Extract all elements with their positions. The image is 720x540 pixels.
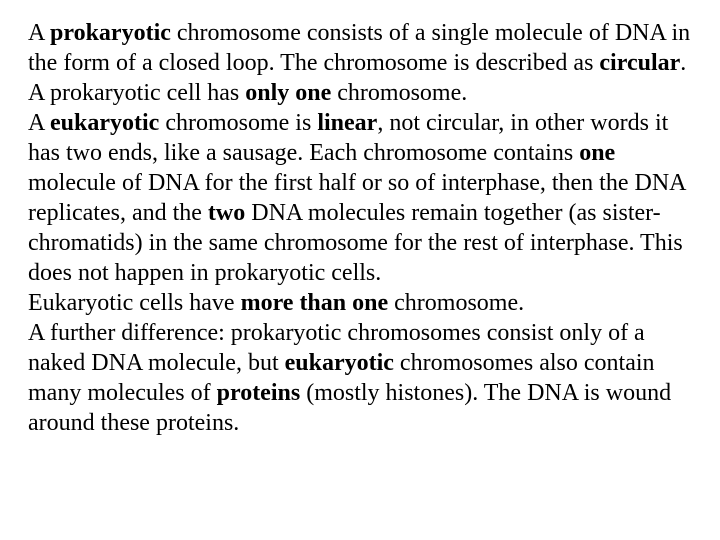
text-run: A bbox=[28, 110, 50, 136]
text-run: . bbox=[680, 50, 686, 76]
bold-run: eukaryotic bbox=[50, 110, 159, 136]
text-run: A bbox=[28, 20, 50, 46]
bold-run: eukaryotic bbox=[285, 350, 394, 376]
bold-run: one bbox=[579, 140, 615, 166]
text-run: chromosome is bbox=[159, 110, 317, 136]
document-page: A prokaryotic chromosome consists of a s… bbox=[0, 0, 720, 540]
text-run: A prokaryotic cell has bbox=[28, 80, 245, 106]
text-run: chromosome. bbox=[388, 290, 524, 316]
bold-run: prokaryotic bbox=[50, 20, 171, 46]
bold-run: only one bbox=[245, 80, 331, 106]
bold-run: circular bbox=[599, 50, 680, 76]
bold-run: proteins bbox=[217, 380, 301, 406]
text-run: chromosome. bbox=[331, 80, 467, 106]
body-text: A prokaryotic chromosome consists of a s… bbox=[28, 18, 692, 438]
bold-run: linear bbox=[317, 110, 377, 136]
text-run: Eukaryotic cells have bbox=[28, 290, 241, 316]
bold-run: two bbox=[208, 200, 245, 226]
bold-run: more than one bbox=[241, 290, 389, 316]
